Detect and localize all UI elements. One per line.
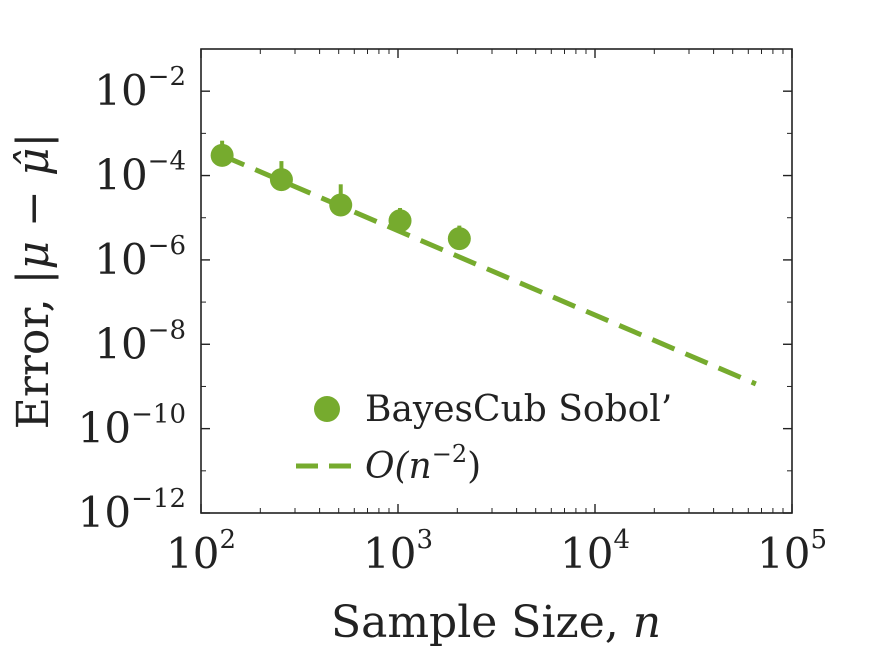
y-tick-label: 10−12 <box>78 484 186 537</box>
y-tick-label: 10−2 <box>94 62 186 115</box>
data-point <box>447 227 471 251</box>
major-ticks <box>200 49 793 514</box>
x-tick-label: 105 <box>757 525 827 578</box>
data-point <box>210 143 234 167</box>
x-tick-label: 104 <box>560 525 630 578</box>
y-axis-label: Error, |μ − μ̂| <box>8 133 59 430</box>
x-tick-labels: 102 103 104 105 <box>166 525 827 578</box>
minor-ticks <box>201 48 792 513</box>
x-tick-label: 102 <box>166 525 236 578</box>
legend-label-bayescub: BayesCub Sobol’ <box>365 389 672 430</box>
plot-frame <box>200 48 793 514</box>
data-point <box>388 209 412 233</box>
y-tick-label: 10−10 <box>78 400 186 453</box>
data-point <box>329 193 353 217</box>
y-tick-label: 10−4 <box>94 147 186 200</box>
series-layer <box>210 140 757 387</box>
legend-label-rate: O(n−2) <box>365 440 481 487</box>
legend: BayesCub Sobol’ O(n−2) <box>296 389 672 487</box>
legend-marker-bayescub <box>314 396 340 422</box>
rate-line <box>221 153 757 387</box>
y-tick-label: 10−6 <box>94 231 186 284</box>
x-axis-label: Sample Size, n <box>331 597 661 648</box>
y-tick-label: 10−8 <box>94 315 186 368</box>
x-tick-label: 103 <box>363 525 433 578</box>
data-point <box>269 168 293 192</box>
y-tick-labels: 10−2 10−4 10−6 10−8 10−10 10−12 <box>78 62 186 537</box>
